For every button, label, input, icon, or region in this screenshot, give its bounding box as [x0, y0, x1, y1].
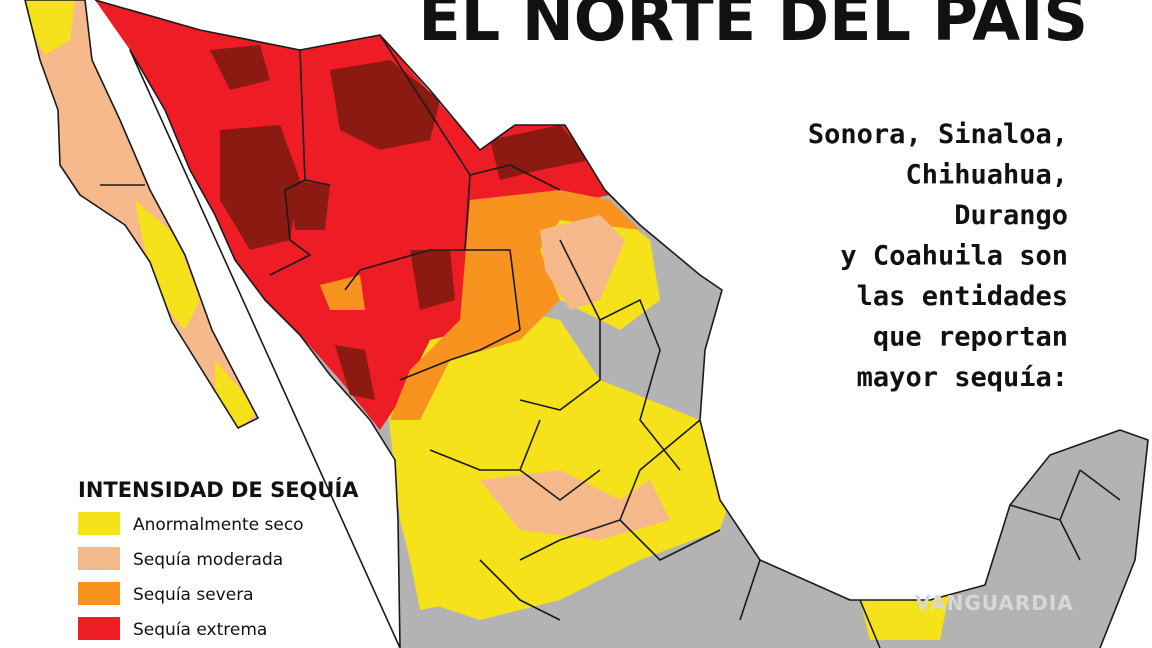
- legend-label: Sequía extrema: [133, 620, 267, 640]
- legend-swatch: [78, 547, 120, 570]
- legend-swatch: [78, 582, 120, 605]
- baja-border: [24, 0, 259, 429]
- legend: Anormalmente seco Sequía moderada Sequía s…: [78, 512, 304, 640]
- legend-label: Anormalmente seco: [133, 515, 304, 535]
- watermark: VANGUARDIA: [915, 591, 1074, 615]
- legend-swatch: [78, 512, 120, 535]
- legend-label: Sequía moderada: [133, 550, 283, 570]
- body-text: Sonora, Sinaloa, Chihuahua, Durango y Coahu…: [808, 119, 1068, 393]
- body-line: Durango: [954, 200, 1068, 231]
- body-line: Chihuahua,: [905, 160, 1068, 191]
- body-line: mayor sequía:: [857, 362, 1068, 393]
- legend-label: Sequía severa: [133, 585, 254, 605]
- body-line: y Coahuila son: [840, 241, 1068, 272]
- mainland-border: [94, 0, 1149, 648]
- body-line: las entidades: [857, 281, 1068, 312]
- legend-swatch: [78, 617, 120, 640]
- title: EL NORTE DEL PAÍS: [418, 0, 1088, 55]
- body-line: que reportan: [873, 322, 1068, 353]
- legend-title: INTENSIDAD DE SEQUÍA: [78, 477, 359, 502]
- body-line: Sonora, Sinaloa,: [808, 119, 1068, 150]
- state-borders: [269, 34, 1121, 648]
